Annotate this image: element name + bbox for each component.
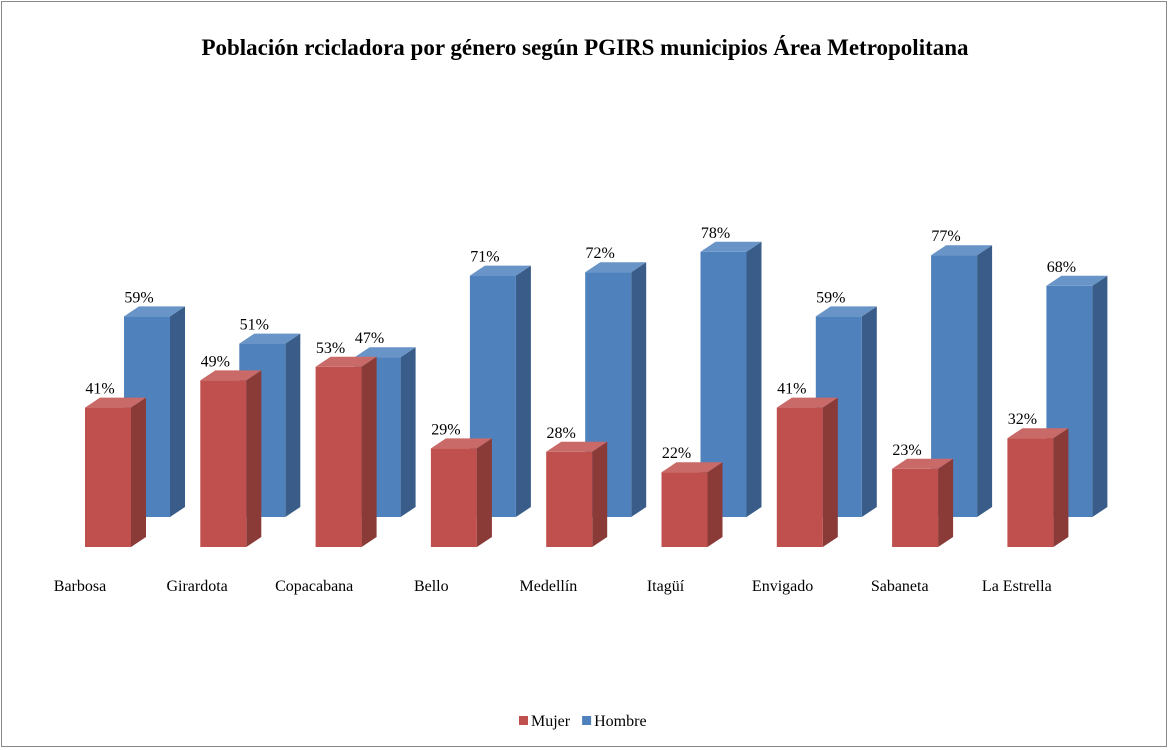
bar-side	[746, 241, 762, 518]
bar-front	[85, 407, 131, 547]
x-tick-label: Girardota	[166, 578, 227, 595]
bar-side	[938, 458, 954, 547]
bar-front	[315, 366, 362, 547]
bar-side	[861, 306, 877, 517]
bar-side	[476, 438, 492, 547]
data-label: 41%	[777, 381, 806, 398]
data-label: 49%	[201, 353, 230, 370]
bar-side	[361, 356, 377, 547]
bar-top	[776, 397, 838, 408]
bar-side	[1092, 275, 1108, 517]
bar	[85, 397, 146, 547]
x-tick-label: Medellín	[520, 578, 578, 595]
bar-top	[200, 370, 262, 381]
data-label: 22%	[662, 445, 691, 462]
bar-top	[469, 265, 531, 276]
bar-side	[170, 306, 185, 517]
data-label: 28%	[547, 425, 576, 442]
bar-front	[776, 407, 823, 547]
x-tick-label: Barbosa	[54, 578, 106, 595]
legend-swatch	[519, 716, 528, 725]
bar-top	[892, 458, 954, 469]
data-label: 59%	[124, 289, 153, 306]
data-label: 23%	[892, 442, 921, 459]
data-label: 32%	[1008, 411, 1037, 428]
data-label: 51%	[240, 317, 269, 334]
data-label: 41%	[85, 381, 114, 398]
data-label: 68%	[1047, 259, 1076, 276]
bar-top	[1007, 428, 1069, 439]
bar-top	[661, 462, 723, 473]
bar-front	[200, 380, 247, 547]
bar-side	[977, 245, 993, 517]
bar-top	[700, 241, 762, 252]
bar	[776, 397, 838, 547]
data-label: 47%	[355, 330, 384, 347]
bar-top	[931, 245, 993, 256]
bar-top	[239, 333, 301, 344]
x-tick-label: Sabaneta	[871, 578, 929, 595]
x-tick-label: La Estrella	[982, 578, 1052, 595]
legend-label: Hombre	[594, 713, 646, 730]
bar-side	[400, 347, 416, 517]
bar-top	[1046, 275, 1108, 286]
data-label: 71%	[470, 249, 499, 266]
legend-swatch	[582, 716, 592, 725]
data-label: 78%	[701, 225, 730, 242]
bar	[315, 356, 377, 547]
bar-side	[1053, 428, 1069, 547]
bar-side	[631, 262, 647, 517]
bar-side	[515, 265, 531, 517]
bar	[661, 462, 723, 547]
data-label: 72%	[586, 245, 615, 262]
chart-title: Población rcicladora por género según PG…	[201, 35, 969, 60]
bar-top	[815, 306, 877, 317]
bar-side	[592, 441, 608, 547]
bar-front	[661, 472, 708, 547]
bar	[546, 441, 608, 547]
x-tick-label: Copacabana	[275, 578, 353, 595]
bar-top	[354, 347, 416, 358]
x-tick-label: Itagüí	[647, 578, 685, 595]
x-tick-label: Envigado	[752, 578, 813, 595]
bar-top	[546, 441, 608, 452]
bar-side	[285, 333, 301, 517]
x-tick-label: Bello	[414, 578, 449, 595]
data-label: 29%	[431, 421, 460, 438]
data-label: 53%	[316, 340, 345, 357]
bar-side	[131, 397, 146, 547]
bar-top	[585, 262, 647, 273]
bar-top	[85, 397, 146, 408]
data-label: 77%	[931, 228, 960, 245]
data-label: 59%	[816, 289, 845, 306]
bar-side	[246, 370, 262, 547]
bar	[430, 438, 492, 547]
bar	[200, 370, 262, 547]
bar	[931, 245, 993, 517]
bar-front	[892, 468, 939, 547]
bar	[892, 458, 954, 547]
bar-top	[315, 356, 377, 367]
bar-side	[822, 397, 838, 547]
bar-top	[430, 438, 492, 449]
bar-front	[430, 448, 477, 547]
legend-label: Mujer	[531, 713, 571, 730]
bar	[1007, 428, 1069, 547]
bar-top	[124, 306, 185, 317]
bar-front	[1007, 438, 1054, 547]
bar-front	[546, 451, 593, 547]
bar-side	[707, 462, 723, 547]
